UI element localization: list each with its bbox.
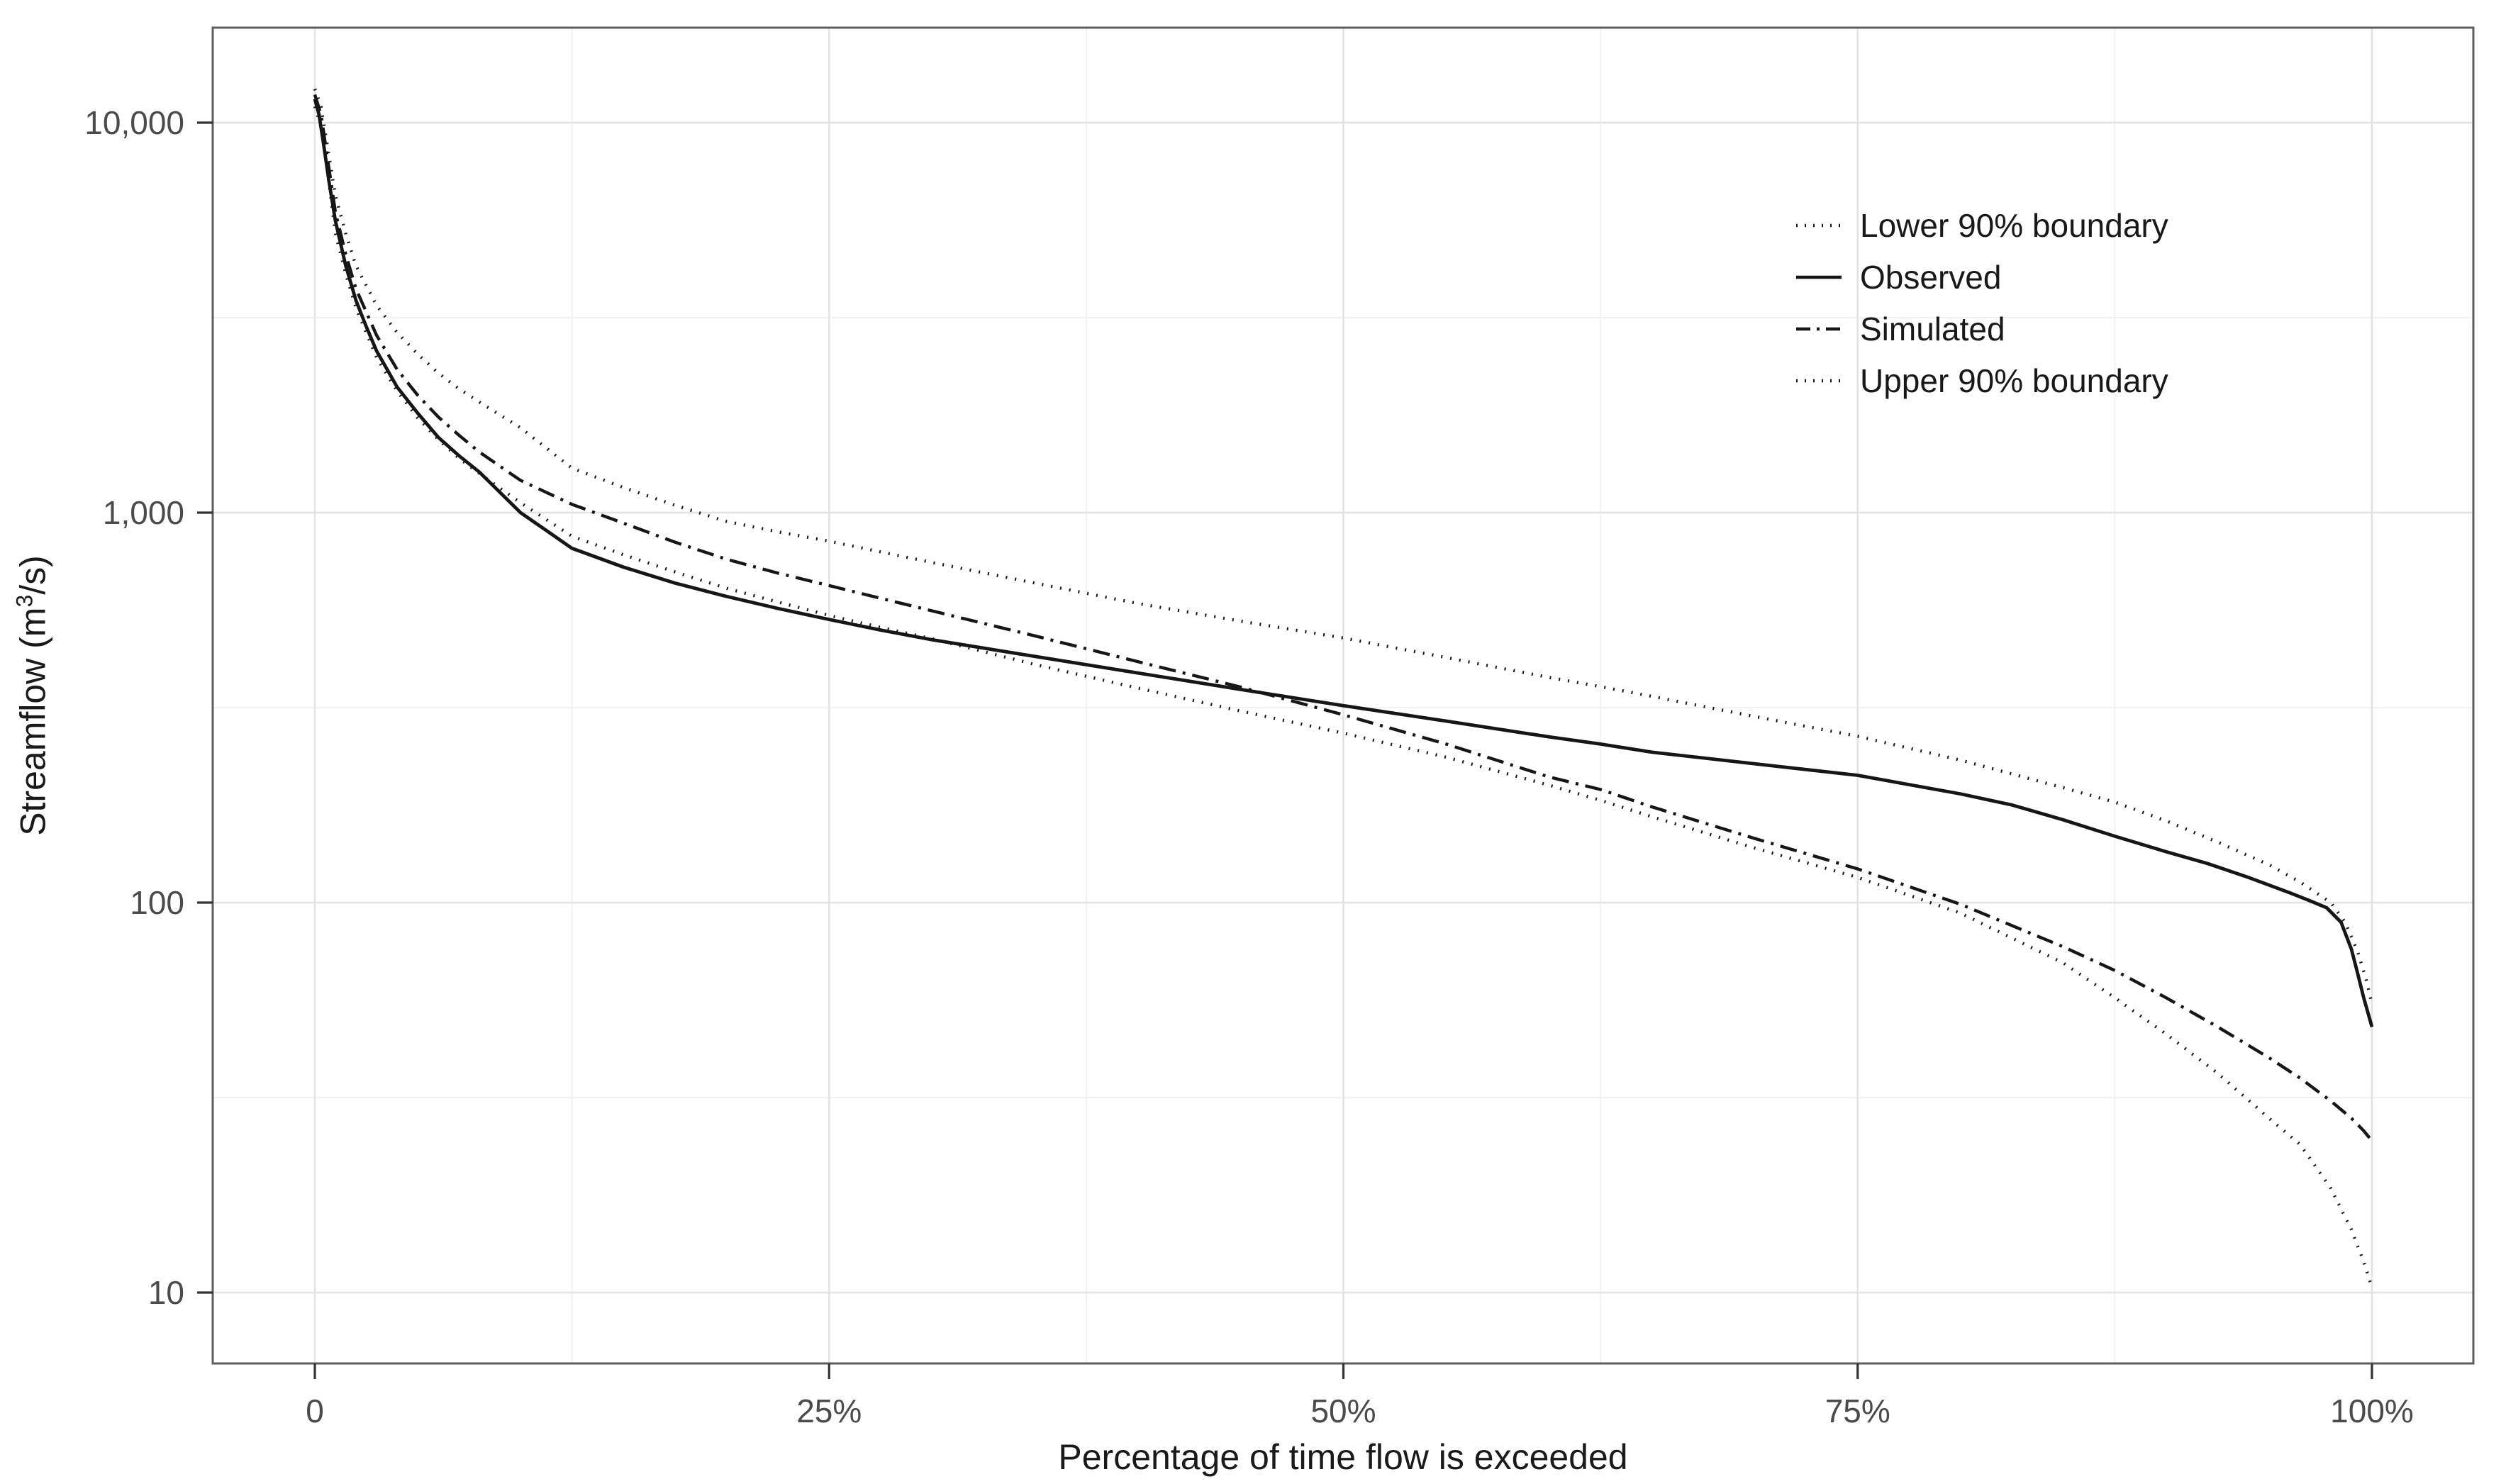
series-observed <box>313 98 2374 1027</box>
major-gridlines <box>213 28 2473 1363</box>
axis-tick-labels: 10 100 1,000 10,000 0 25% 50% 75% 100% <box>84 104 2414 1429</box>
x-tick-label: 0 <box>306 1393 324 1429</box>
legend-row-upper-90-boundary: Upper 90% boundary <box>1796 355 2168 406</box>
series-simulated <box>313 94 2373 1142</box>
legend-label: Upper 90% boundary <box>1860 362 2168 399</box>
x-tick-label: 75% <box>1825 1393 1890 1429</box>
y-axis-title-pre: Streamflow (m <box>13 607 53 836</box>
dash-dot-line-swatch-icon <box>1796 327 1842 330</box>
y-tick-label: 100 <box>130 884 184 921</box>
legend-label: Observed <box>1860 258 2002 296</box>
dotted-line-swatch-icon <box>1796 379 1842 382</box>
y-axis-title-sup: 3 <box>11 594 38 608</box>
x-axis-title: Percentage of time flow is exceeded <box>1058 1437 1628 1477</box>
legend-label: Lower 90% boundary <box>1860 206 2168 244</box>
legend-label: Simulated <box>1860 310 2005 347</box>
x-tick-label: 100% <box>2330 1393 2414 1429</box>
legend: Lower 90% boundary Observed Simulated Up… <box>1796 199 2168 406</box>
y-axis-title: Streamflow (m3/s) <box>12 555 54 836</box>
y-tick-label: 1,000 <box>103 494 184 531</box>
x-tick-label: 25% <box>796 1393 862 1429</box>
legend-row-simulated: Simulated <box>1796 303 2168 355</box>
solid-line-swatch-icon <box>1796 275 1842 279</box>
legend-row-lower-90-boundary: Lower 90% boundary <box>1796 199 2168 251</box>
y-axis-title-post: /s) <box>13 555 53 595</box>
y-tick-label: 10,000 <box>84 104 184 141</box>
x-tick-label: 50% <box>1310 1393 1376 1429</box>
y-tick-label: 10 <box>148 1274 184 1311</box>
axis-tick-marks <box>197 121 2373 1379</box>
dotted-line-swatch-icon <box>1796 223 1842 227</box>
legend-row-observed: Observed <box>1796 251 2168 303</box>
